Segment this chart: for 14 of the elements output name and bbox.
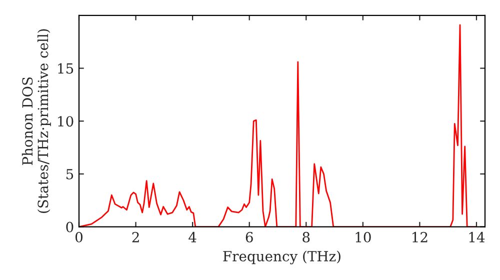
y-axis-title: Phonon DOS (States/THz·primitive cell) xyxy=(22,29,51,213)
x-tick-label: 8 xyxy=(302,232,310,242)
x-tick-label: 14 xyxy=(469,232,485,242)
x-tick-label: 2 xyxy=(132,232,139,242)
x-tick-label: 12 xyxy=(412,232,428,242)
y-tick-label: 5 xyxy=(66,169,74,180)
x-tick-label: 6 xyxy=(246,232,253,242)
x-tick-label: 4 xyxy=(188,232,196,242)
y-tick-label: 0 xyxy=(66,222,74,232)
y-tick-label: 10 xyxy=(58,116,74,127)
x-tick-label: 10 xyxy=(356,232,371,242)
x-axis-title: Frequency (THz) xyxy=(223,250,340,264)
y-tick-label: 15 xyxy=(58,63,74,74)
x-tick-label: 0 xyxy=(75,232,82,242)
